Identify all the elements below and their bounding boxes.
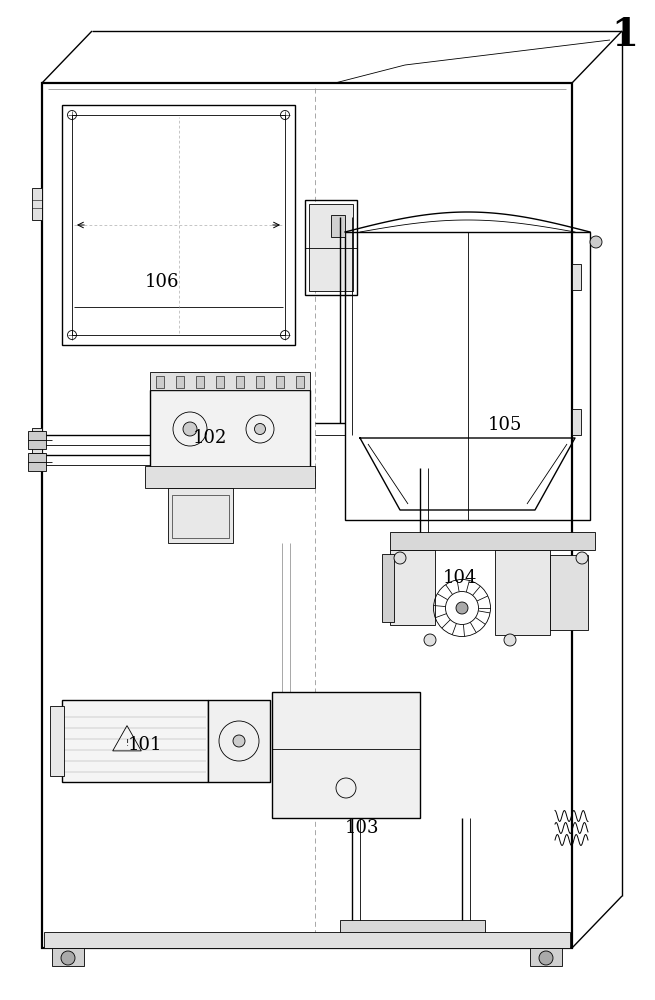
Bar <box>382 554 394 622</box>
Bar <box>208 700 270 782</box>
Bar <box>176 376 184 388</box>
Bar <box>28 431 46 449</box>
Bar <box>30 453 44 467</box>
Bar <box>72 115 285 335</box>
Bar <box>145 466 315 488</box>
Bar <box>572 264 581 290</box>
Circle shape <box>590 236 602 248</box>
Bar <box>296 376 304 388</box>
Circle shape <box>183 422 197 436</box>
Bar <box>530 948 562 966</box>
Bar <box>390 532 595 550</box>
Bar <box>495 550 550 635</box>
Bar <box>42 83 572 948</box>
Bar <box>32 428 42 460</box>
Bar <box>272 692 420 818</box>
Circle shape <box>576 552 588 564</box>
Bar <box>44 932 570 948</box>
Bar <box>28 453 46 471</box>
Text: 105: 105 <box>488 416 522 434</box>
Bar <box>236 376 244 388</box>
Circle shape <box>61 951 75 965</box>
Bar <box>30 433 44 447</box>
Bar <box>156 376 164 388</box>
Circle shape <box>424 634 436 646</box>
Text: 102: 102 <box>193 429 227 447</box>
Bar <box>32 188 42 220</box>
Text: 106: 106 <box>145 273 179 291</box>
Bar <box>572 409 581 435</box>
Bar <box>172 495 229 538</box>
Circle shape <box>456 602 468 614</box>
Text: 104: 104 <box>443 569 477 587</box>
Circle shape <box>394 552 406 564</box>
Bar <box>216 376 224 388</box>
Bar <box>345 232 590 520</box>
Bar <box>305 200 357 295</box>
Bar <box>62 700 208 782</box>
Bar <box>62 105 295 345</box>
Circle shape <box>233 735 245 747</box>
Text: 103: 103 <box>345 819 379 837</box>
Bar <box>331 215 345 237</box>
Bar <box>256 376 264 388</box>
Text: 1: 1 <box>612 16 639 54</box>
Text: 101: 101 <box>128 736 162 754</box>
Bar <box>390 550 435 625</box>
Bar <box>168 488 233 543</box>
Bar <box>309 204 353 291</box>
Circle shape <box>539 951 553 965</box>
Text: !: ! <box>125 739 128 748</box>
Bar <box>50 706 64 776</box>
Bar <box>52 948 84 966</box>
Circle shape <box>504 634 516 646</box>
Bar <box>196 376 204 388</box>
Bar <box>276 376 284 388</box>
Bar <box>150 390 310 468</box>
Bar <box>550 555 588 630</box>
Circle shape <box>255 424 265 434</box>
Bar <box>150 372 310 390</box>
Bar <box>340 920 485 938</box>
